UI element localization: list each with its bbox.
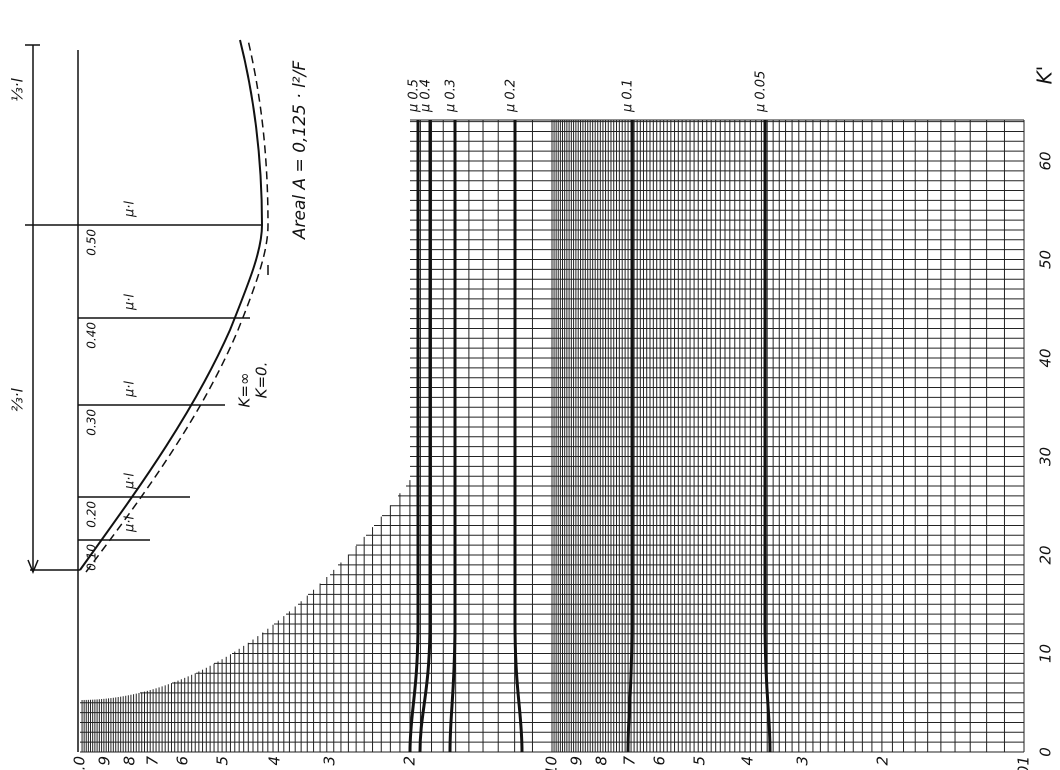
y-tick-label: 30 bbox=[1037, 447, 1055, 466]
mu-curve bbox=[410, 120, 418, 752]
y-tick-label: 60 bbox=[1037, 151, 1055, 170]
station-value: 0.40 bbox=[85, 322, 99, 349]
x-tick-label: 2 bbox=[401, 756, 419, 766]
area-label: Areal A = 0,125 · l²/F bbox=[290, 61, 310, 240]
x-tick-label: 5 bbox=[691, 756, 709, 766]
y-tick-label: 40 bbox=[1037, 348, 1055, 367]
station-value: 0.20 bbox=[85, 501, 99, 528]
y-tick-label: 10 bbox=[1037, 644, 1055, 663]
y-tick-label: 20 bbox=[1037, 545, 1055, 564]
two-thirds-label: ⅔·l bbox=[9, 387, 27, 411]
area-curve-dashed bbox=[86, 40, 268, 572]
x-tick-label: 6 bbox=[651, 756, 669, 766]
station-label: μ·l bbox=[123, 381, 138, 398]
x-tick-label: 2 bbox=[874, 756, 892, 766]
mu-curve bbox=[420, 120, 430, 752]
area-curve bbox=[80, 40, 262, 570]
x-tick-label: 0.01 bbox=[1015, 756, 1033, 770]
y-tick-label: 50 bbox=[1037, 250, 1055, 269]
grid bbox=[80, 120, 1024, 752]
curve-label: μ 0.2 bbox=[504, 79, 519, 113]
mu-curve bbox=[628, 120, 632, 752]
x-tick-label: 0.10 bbox=[543, 756, 561, 770]
x-tick-label: 9 bbox=[568, 756, 586, 766]
station-value: 0.50 bbox=[85, 229, 99, 256]
x-tick-label: 5 bbox=[214, 756, 232, 766]
y-axis-title: K' bbox=[1033, 66, 1057, 85]
station-value: 0.30 bbox=[85, 409, 99, 436]
station-label: μ·l bbox=[123, 516, 138, 533]
nomogram: ⅓·l ⅔·l Areal A = 0,125 · l²/F K=∞ K=0. … bbox=[0, 0, 1060, 770]
x-tick-label: 1.0 bbox=[71, 756, 89, 770]
curve-label: μ 0.05 bbox=[754, 71, 769, 113]
curve-label: μ 0.4 bbox=[419, 79, 434, 113]
x-tick-label: 3 bbox=[794, 756, 812, 766]
x-tick-label: 3 bbox=[321, 756, 339, 766]
k-zero-label: K=0. bbox=[253, 362, 271, 399]
x-tick-label: 4 bbox=[739, 756, 757, 766]
x-tick-label: 7 bbox=[621, 756, 639, 766]
curve-label: μ 0.1 bbox=[621, 79, 636, 113]
left-diagram bbox=[25, 40, 268, 752]
station-value: 0.10 bbox=[85, 544, 99, 571]
y-tick-label: 0 bbox=[1037, 747, 1055, 757]
k-inf-label: K=∞ bbox=[236, 373, 254, 408]
third-label: ⅓·l bbox=[9, 77, 27, 101]
x-tick-label: 7 bbox=[144, 756, 162, 766]
station-label: μ·l bbox=[123, 201, 138, 218]
x-tick-label: 8 bbox=[593, 756, 611, 766]
x-tick-label: 8 bbox=[121, 756, 139, 766]
mu-curve bbox=[515, 120, 522, 752]
x-tick-label: 9 bbox=[96, 756, 114, 766]
station-label: μ·l bbox=[123, 294, 138, 311]
mu-curve bbox=[450, 120, 455, 752]
station-label: μ·l bbox=[123, 473, 138, 490]
curve-label: μ 0.3 bbox=[444, 79, 459, 113]
x-tick-label: 6 bbox=[174, 756, 192, 766]
x-tick-label: 4 bbox=[266, 756, 284, 766]
